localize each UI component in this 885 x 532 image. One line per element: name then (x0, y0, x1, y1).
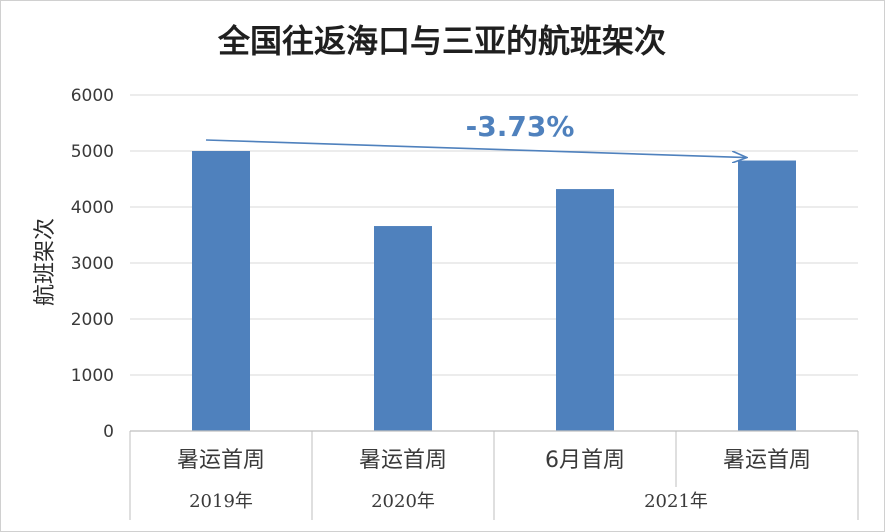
change-percent-label: -3.73% (466, 110, 575, 143)
y-tick-label: 0 (103, 422, 114, 442)
chart-title: 全国往返海口与三亚的航班架次 (217, 22, 666, 60)
bar (556, 189, 614, 431)
gridlines (130, 94, 858, 376)
x-axis: 暑运首周 暑运首周 6月首周 暑运首周 2019年 2020年 2021年 (129, 430, 859, 520)
change-annotation: -3.73% (205, 110, 747, 158)
y-tick-label: 5000 (71, 142, 114, 162)
change-arrow (205, 139, 747, 158)
y-tick-label: 6000 (71, 86, 114, 106)
x-group-label: 2021年 (644, 491, 708, 512)
y-tick-label: 4000 (71, 198, 114, 218)
y-axis-label: 航班架次 (33, 218, 58, 306)
x-category-label: 暑运首周 (177, 448, 265, 473)
bars (192, 151, 796, 431)
bar (192, 151, 250, 431)
x-category-label: 暑运首周 (359, 448, 447, 473)
x-group-label: 2019年 (189, 491, 253, 512)
bar (374, 226, 432, 431)
y-tick-label: 2000 (71, 310, 114, 330)
y-tick-label: 1000 (71, 366, 114, 386)
bar (738, 160, 796, 431)
y-axis-ticks: 0 1000 2000 3000 4000 5000 6000 (71, 86, 114, 442)
x-category-label: 暑运首周 (723, 448, 811, 473)
x-group-label: 2020年 (371, 491, 435, 512)
y-tick-label: 3000 (71, 254, 114, 274)
x-category-label: 6月首周 (545, 448, 625, 473)
